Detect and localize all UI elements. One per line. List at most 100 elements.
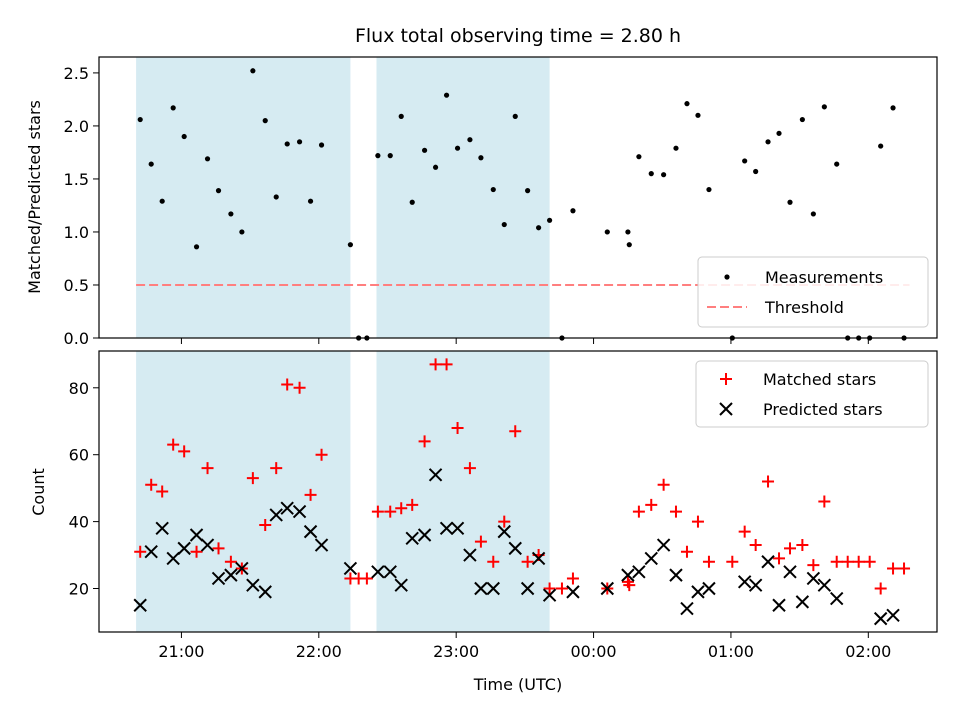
measurement-point bbox=[776, 130, 782, 136]
measurement-point bbox=[193, 244, 200, 250]
top-y-tick-label: 1.5 bbox=[64, 170, 89, 189]
predicted-star-point bbox=[450, 521, 465, 536]
matched-stars-points bbox=[134, 358, 911, 595]
x-tick-label: 22:00 bbox=[296, 642, 342, 661]
measurement-point bbox=[604, 229, 610, 235]
matched-star-point bbox=[762, 475, 775, 488]
matched-star-point bbox=[259, 518, 272, 531]
measurement-point bbox=[262, 118, 268, 124]
legend-measurements-label: Measurements bbox=[765, 268, 883, 287]
top-y-tick-label: 0.5 bbox=[64, 276, 89, 295]
matched-star-point bbox=[498, 515, 511, 528]
measurement-point bbox=[490, 186, 496, 193]
measurement-point bbox=[432, 164, 439, 170]
matched-star-point bbox=[898, 562, 911, 575]
predicted-star-point bbox=[795, 595, 810, 609]
predicted-star-point bbox=[133, 598, 147, 612]
measurement-point bbox=[398, 113, 404, 119]
measurement-point bbox=[409, 199, 415, 205]
measurement-point bbox=[742, 158, 748, 164]
predicted-star-point bbox=[761, 555, 775, 569]
matched-star-point bbox=[246, 472, 259, 485]
predicted-star-point bbox=[520, 581, 535, 596]
predicted-stars-points bbox=[133, 468, 900, 626]
bottom-y-tick-label: 80 bbox=[69, 379, 89, 398]
shaded-interval bbox=[376, 57, 550, 338]
top-shaded-intervals bbox=[136, 57, 550, 338]
predicted-star-point bbox=[830, 591, 844, 606]
measurement-point bbox=[284, 141, 290, 147]
predicted-star-point bbox=[531, 551, 546, 566]
measurement-point bbox=[478, 155, 484, 161]
matched-star-point bbox=[134, 545, 147, 558]
measurement-point bbox=[318, 142, 325, 148]
predicted-star-point bbox=[405, 531, 419, 546]
matched-star-point bbox=[395, 502, 408, 515]
measurement-point bbox=[159, 198, 165, 204]
matched-star-point bbox=[773, 552, 786, 565]
measurement-point bbox=[673, 145, 679, 151]
x-tick-label: 21:00 bbox=[158, 642, 204, 661]
predicted-star-point bbox=[463, 548, 477, 562]
predicted-star-point bbox=[600, 581, 615, 596]
matched-star-point bbox=[270, 462, 283, 475]
measurement-point bbox=[546, 217, 553, 223]
matched-star-point bbox=[167, 438, 180, 451]
measurement-point bbox=[467, 137, 473, 143]
measurement-point bbox=[239, 229, 245, 235]
top-y-ticks: 0.0 0.5 1.0 1.5 2.0 2.5 bbox=[64, 64, 99, 348]
measurement-point bbox=[250, 68, 256, 74]
x-tick-label: 01:00 bbox=[708, 642, 754, 661]
measurement-point bbox=[375, 153, 381, 159]
predicted-star-point bbox=[200, 538, 215, 552]
top-axes-frame bbox=[98, 56, 938, 339]
matched-star-point bbox=[521, 555, 534, 568]
bottom-y-axis-label: Count bbox=[29, 468, 48, 516]
matched-star-point bbox=[784, 542, 797, 555]
matched-star-point bbox=[645, 498, 658, 511]
measurement-point bbox=[765, 139, 771, 145]
bottom-legend-box bbox=[695, 360, 929, 428]
measurement-point bbox=[215, 188, 222, 194]
measurement-point bbox=[273, 194, 279, 200]
measurement-point bbox=[821, 104, 827, 110]
predicted-star-point bbox=[656, 538, 671, 552]
predicted-star-point bbox=[439, 521, 454, 536]
matched-star-point bbox=[293, 381, 306, 394]
predicted-star-point bbox=[772, 598, 786, 612]
predicted-star-point bbox=[702, 581, 716, 596]
matched-star-point bbox=[315, 448, 328, 461]
bottom-y-tick-label: 20 bbox=[69, 580, 89, 599]
matched-star-point bbox=[463, 462, 476, 475]
predicted-star-point bbox=[817, 578, 832, 592]
predicted-star-point bbox=[246, 578, 260, 592]
matched-star-point bbox=[887, 562, 900, 575]
matched-star-point bbox=[874, 582, 887, 595]
measurement-point bbox=[834, 161, 840, 167]
bottom-y-tick-label: 60 bbox=[69, 446, 89, 465]
top-legend: Measurements Threshold bbox=[697, 256, 929, 328]
matched-star-point bbox=[406, 498, 419, 511]
shaded-interval bbox=[136, 351, 351, 632]
measurement-point bbox=[661, 172, 667, 178]
measurement-point bbox=[753, 168, 759, 175]
predicted-star-point bbox=[748, 578, 763, 592]
top-y-tick-label: 1.0 bbox=[64, 223, 89, 242]
measurement-point bbox=[181, 133, 187, 140]
predicted-star-point bbox=[280, 501, 294, 515]
predicted-star-point bbox=[783, 565, 797, 579]
matched-star-point bbox=[304, 488, 317, 501]
matched-star-point bbox=[509, 425, 522, 438]
predicted-star-point bbox=[873, 611, 888, 626]
top-x-ticks bbox=[180, 338, 869, 344]
measurement-point bbox=[684, 101, 690, 107]
bottom-shaded-intervals bbox=[136, 351, 550, 632]
predicted-star-point bbox=[474, 581, 488, 596]
matched-star-point bbox=[201, 462, 214, 475]
measurement-point bbox=[810, 211, 816, 217]
measurement-point bbox=[706, 186, 712, 193]
predicted-star-point bbox=[189, 528, 204, 542]
measurement-point bbox=[443, 92, 450, 98]
bottom-y-ticks: 20 40 60 80 bbox=[69, 379, 99, 599]
